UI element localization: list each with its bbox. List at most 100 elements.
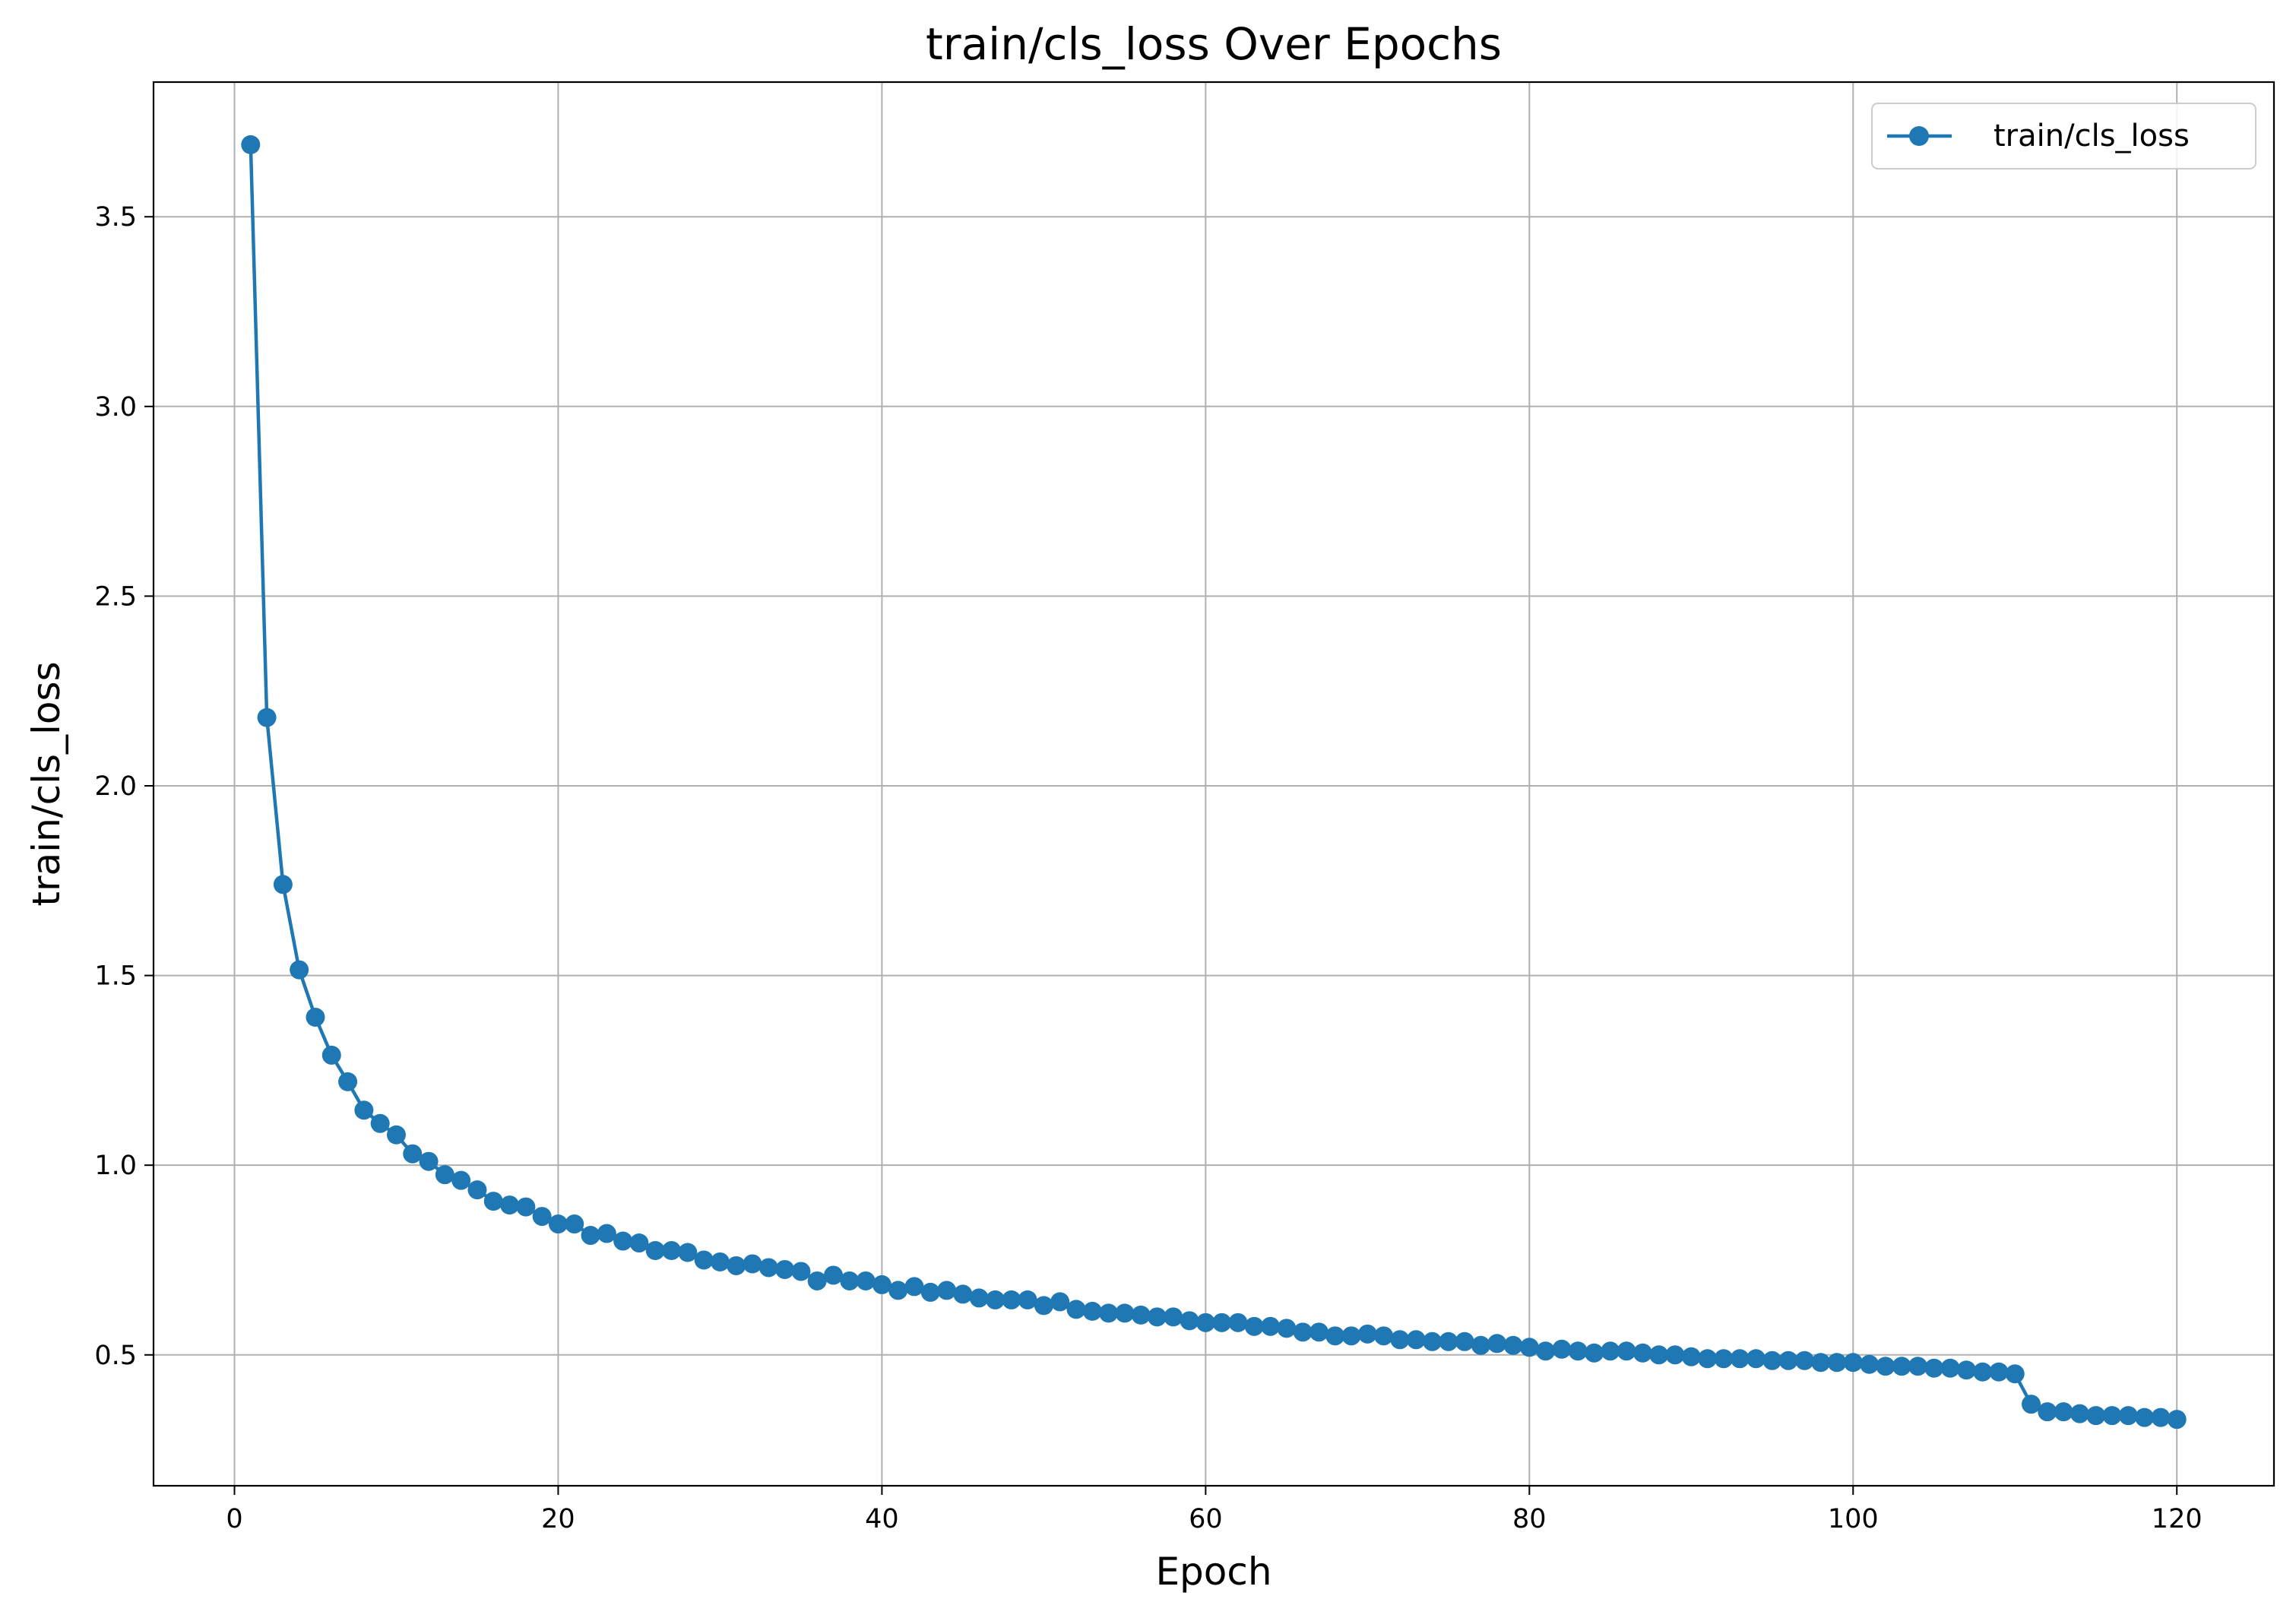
data-point bbox=[483, 1192, 503, 1211]
data-point bbox=[1681, 1347, 1701, 1366]
data-point bbox=[872, 1274, 891, 1294]
data-point bbox=[2151, 1407, 2171, 1427]
data-point bbox=[386, 1125, 406, 1145]
data-point bbox=[2054, 1402, 2073, 1422]
data-point bbox=[629, 1233, 649, 1253]
data-point bbox=[1487, 1334, 1507, 1354]
data-point bbox=[1325, 1326, 1345, 1346]
data-point bbox=[1876, 1357, 1895, 1376]
data-point bbox=[1212, 1312, 1232, 1332]
data-point bbox=[824, 1265, 844, 1285]
data-point bbox=[1698, 1349, 1718, 1369]
grid-layer bbox=[154, 82, 2274, 1486]
y-tick-label: 1.5 bbox=[94, 961, 137, 992]
data-point bbox=[1584, 1343, 1604, 1363]
data-point bbox=[1843, 1353, 1863, 1373]
data-point bbox=[888, 1281, 908, 1300]
data-point bbox=[435, 1165, 454, 1185]
y-tick-label: 2.0 bbox=[94, 771, 137, 802]
data-point bbox=[306, 1008, 325, 1027]
data-point bbox=[1665, 1345, 1685, 1365]
data-point bbox=[1503, 1335, 1523, 1355]
data-point bbox=[645, 1241, 665, 1261]
data-point bbox=[1860, 1354, 1880, 1374]
data-point bbox=[1956, 1360, 1976, 1380]
data-point bbox=[694, 1250, 714, 1270]
legend-box bbox=[1871, 103, 2256, 169]
data-point bbox=[532, 1207, 552, 1227]
data-point bbox=[516, 1197, 536, 1217]
data-point bbox=[354, 1100, 374, 1120]
data-point bbox=[1002, 1290, 1021, 1309]
data-point bbox=[2022, 1395, 2041, 1414]
series-layer bbox=[241, 135, 2187, 1430]
data-point bbox=[1082, 1301, 1102, 1321]
data-point bbox=[1649, 1345, 1669, 1365]
x-tick-label: 40 bbox=[865, 1504, 899, 1534]
data-point bbox=[403, 1144, 423, 1164]
data-point bbox=[1390, 1330, 1410, 1350]
data-point bbox=[953, 1284, 973, 1304]
data-point bbox=[1439, 1331, 1458, 1351]
data-point bbox=[1147, 1307, 1167, 1327]
data-point bbox=[1228, 1312, 1248, 1332]
data-point bbox=[1714, 1349, 1734, 1369]
data-point bbox=[1341, 1326, 1361, 1346]
data-point bbox=[2086, 1406, 2106, 1426]
data-point bbox=[969, 1288, 989, 1308]
y-tick-label: 3.5 bbox=[94, 202, 137, 233]
data-point bbox=[1406, 1330, 1426, 1350]
data-point bbox=[1099, 1303, 1119, 1323]
x-tick-label: 100 bbox=[1828, 1504, 1879, 1534]
data-point bbox=[1423, 1331, 1443, 1351]
data-point bbox=[1309, 1322, 1329, 1342]
data-point bbox=[548, 1214, 568, 1234]
data-point bbox=[419, 1151, 439, 1171]
x-tick-label: 20 bbox=[541, 1504, 575, 1534]
data-point bbox=[1244, 1316, 1264, 1336]
x-tick-label: 120 bbox=[2152, 1504, 2203, 1534]
data-point bbox=[241, 135, 261, 154]
data-point bbox=[1293, 1322, 1313, 1342]
data-point bbox=[1277, 1319, 1297, 1338]
data-point bbox=[1924, 1358, 1944, 1378]
data-point bbox=[758, 1258, 778, 1278]
data-point bbox=[1115, 1303, 1135, 1323]
y-axis-label: train/cls_loss bbox=[24, 661, 68, 906]
data-point bbox=[1730, 1349, 1750, 1369]
data-point bbox=[451, 1170, 471, 1190]
data-point bbox=[1746, 1349, 1766, 1369]
data-point bbox=[1536, 1341, 1556, 1361]
data-point bbox=[727, 1255, 746, 1275]
data-point bbox=[1519, 1338, 1539, 1357]
data-point bbox=[920, 1282, 940, 1302]
data-point bbox=[775, 1259, 795, 1279]
data-point bbox=[904, 1277, 924, 1297]
data-point bbox=[791, 1262, 811, 1281]
data-point bbox=[1762, 1350, 1782, 1370]
data-point bbox=[662, 1241, 682, 1261]
data-point bbox=[500, 1195, 520, 1215]
data-point bbox=[1892, 1357, 1911, 1376]
data-point bbox=[321, 1045, 341, 1065]
data-point bbox=[290, 960, 309, 980]
tick-layer: 0 20 40 60 80 100 120 0.5 1.0 1.5 2.0 2.5 3.0 3.5 bbox=[94, 202, 2202, 1534]
legend-marker-swatch bbox=[1909, 126, 1929, 146]
x-axis-label: Epoch bbox=[1155, 1550, 1272, 1594]
legend-label: train/cls_loss bbox=[1994, 119, 2190, 154]
data-point bbox=[581, 1226, 600, 1246]
data-point bbox=[1568, 1341, 1588, 1361]
legend: train/cls_loss bbox=[1871, 103, 2256, 169]
data-point bbox=[257, 708, 277, 727]
data-point bbox=[710, 1252, 730, 1271]
data-point bbox=[1794, 1350, 1814, 1370]
y-tick-label: 2.5 bbox=[94, 581, 137, 612]
data-point bbox=[1617, 1341, 1636, 1361]
data-point bbox=[678, 1243, 698, 1262]
data-point bbox=[1471, 1335, 1490, 1355]
data-point bbox=[1196, 1312, 1215, 1332]
data-point bbox=[1455, 1331, 1474, 1351]
x-tick-label: 0 bbox=[226, 1504, 242, 1534]
